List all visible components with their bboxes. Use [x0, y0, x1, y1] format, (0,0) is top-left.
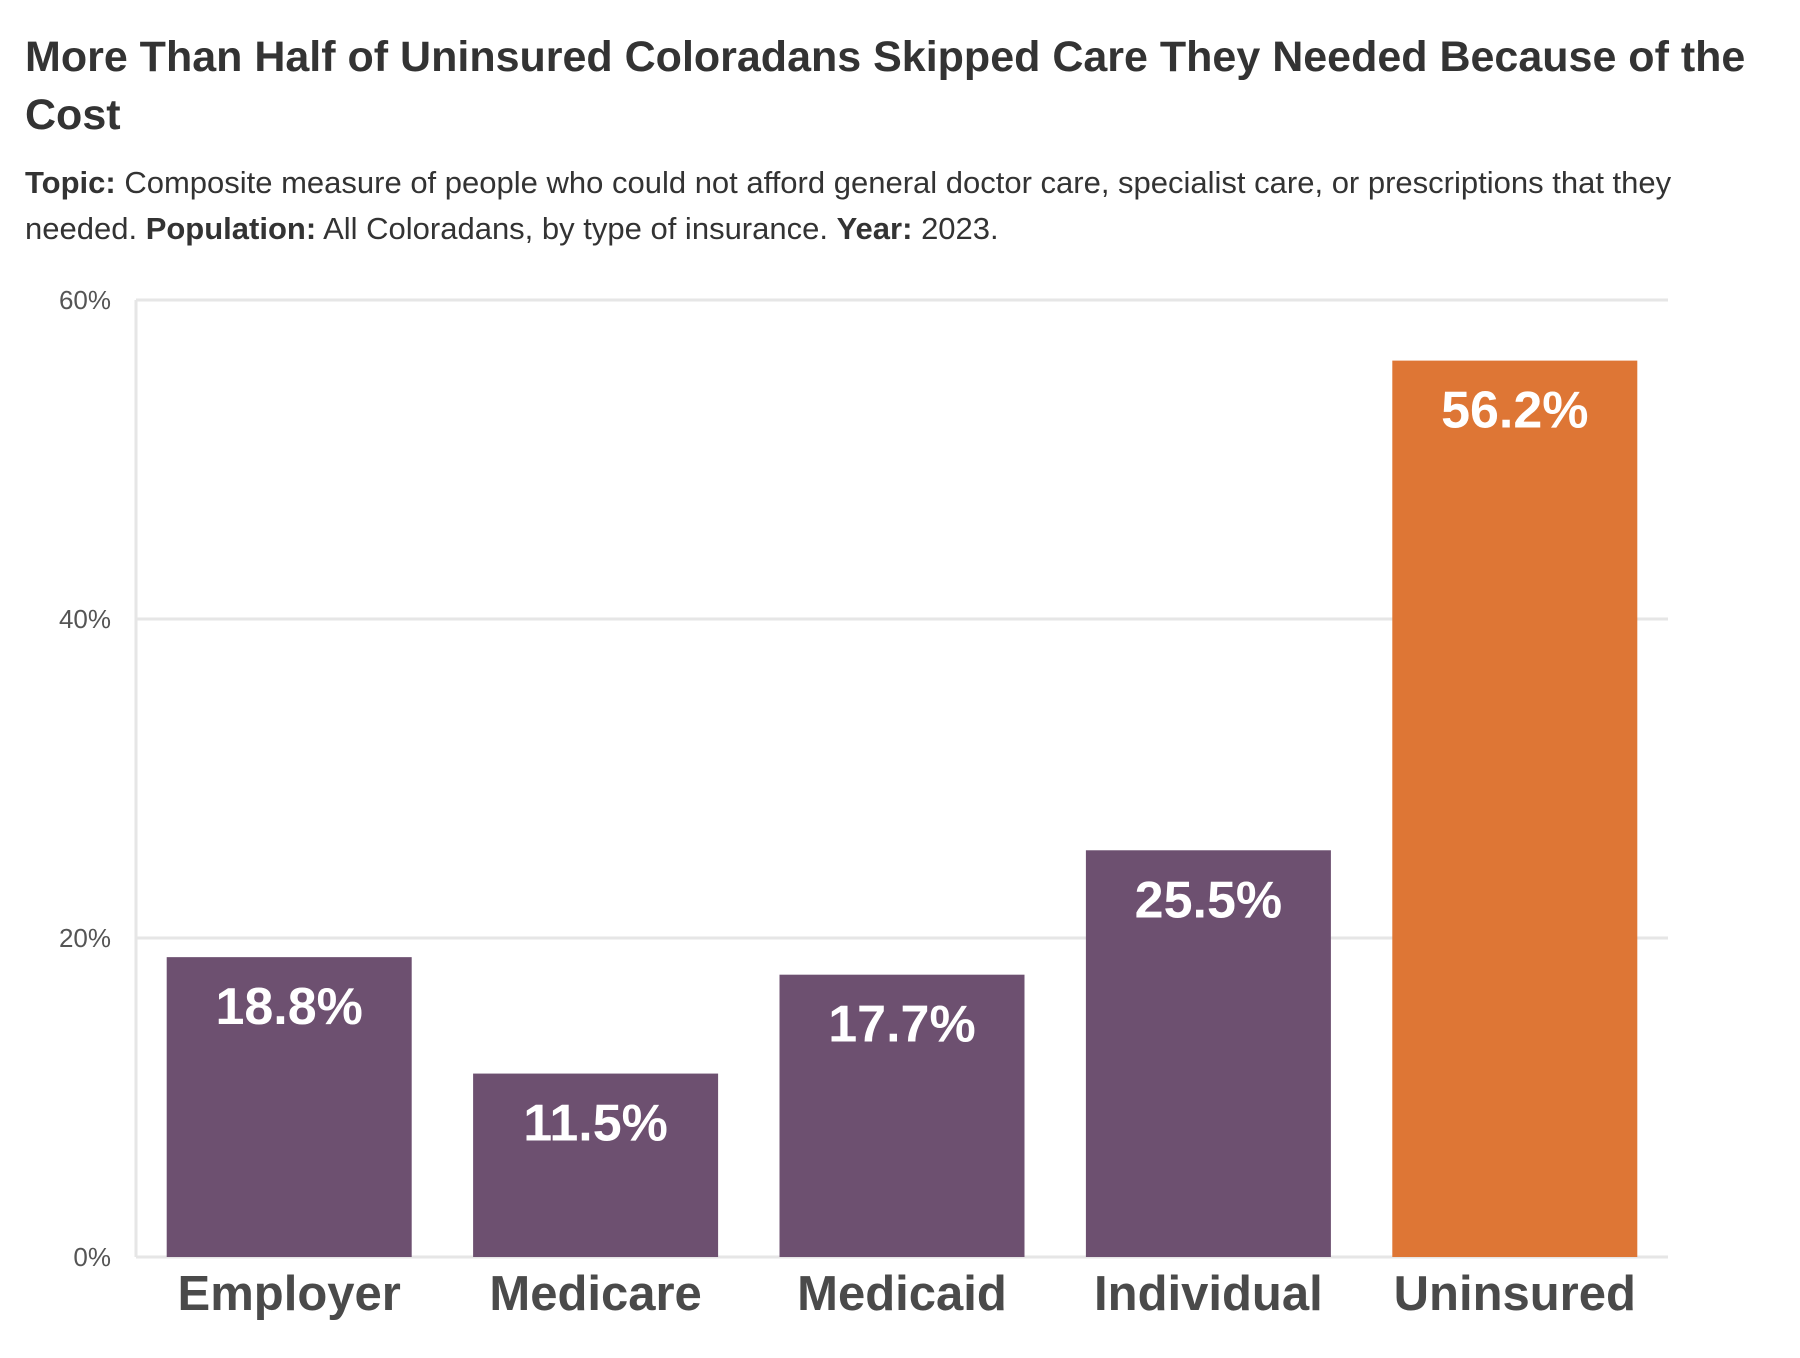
bar: [473, 1073, 719, 1257]
topic-label: Topic:: [25, 165, 116, 200]
y-tick-label: 40%: [59, 604, 111, 634]
bar-value-label: 18.8%: [215, 978, 362, 1036]
year-text: 2023.: [921, 211, 999, 246]
chart-title: More Than Half of Uninsured Coloradans S…: [25, 33, 1746, 139]
y-tick-label: 60%: [59, 285, 111, 315]
bar-value-label: 11.5%: [523, 1095, 668, 1153]
bar: [1392, 360, 1638, 1257]
x-category-label: Medicaid: [797, 1267, 1007, 1321]
bar-value-label: 17.7%: [828, 996, 975, 1054]
year-label: Year:: [836, 211, 913, 246]
bar-value-label: 56.2%: [1441, 382, 1588, 440]
chart-subtitle: Topic: Composite measure of people who c…: [25, 160, 1785, 252]
y-tick-label: 0%: [73, 1242, 111, 1272]
topic-text: Composite measure of people who could no…: [25, 165, 1672, 246]
x-category-label: Medicare: [489, 1267, 701, 1321]
y-axis: 0% 20% 40% 60%: [59, 285, 138, 1272]
population-label: Population:: [145, 211, 317, 246]
x-axis-labels: Employer Medicare Medicaid Individual Uninsu…: [178, 1267, 1636, 1321]
bar-value-label: 25.5%: [1135, 871, 1282, 929]
bar: [166, 957, 412, 1257]
population-text: All Coloradans, by type of insurance.: [323, 211, 828, 246]
bars: 18.8% 11.5% 17.7% 25.5% 56.2%: [166, 360, 1638, 1257]
x-category-label: Uninsured: [1394, 1267, 1636, 1321]
bar: [1085, 850, 1331, 1257]
x-category-label: Employer: [178, 1267, 401, 1321]
x-category-label: Individual: [1094, 1267, 1323, 1321]
y-tick-label: 20%: [59, 923, 111, 953]
bar: [779, 974, 1025, 1257]
